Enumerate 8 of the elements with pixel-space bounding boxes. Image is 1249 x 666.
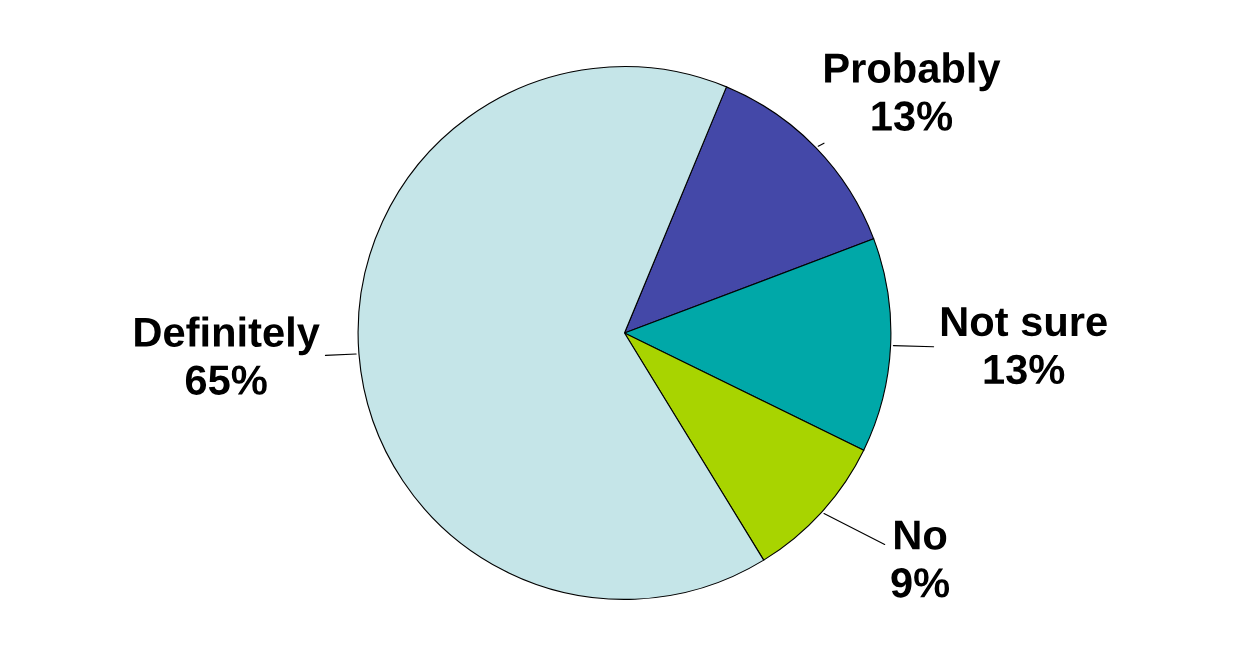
slice-label: Not sure — [941, 307, 1107, 337]
slice-label: Probably — [825, 52, 1001, 92]
data-label: 13% — [872, 101, 953, 131]
data-label: 13% — [984, 354, 1065, 385]
data-label: 9% — [891, 568, 950, 598]
slice-label: Definitely — [135, 316, 320, 356]
slice-label: No — [895, 520, 947, 550]
data-label: 65% — [185, 365, 267, 395]
